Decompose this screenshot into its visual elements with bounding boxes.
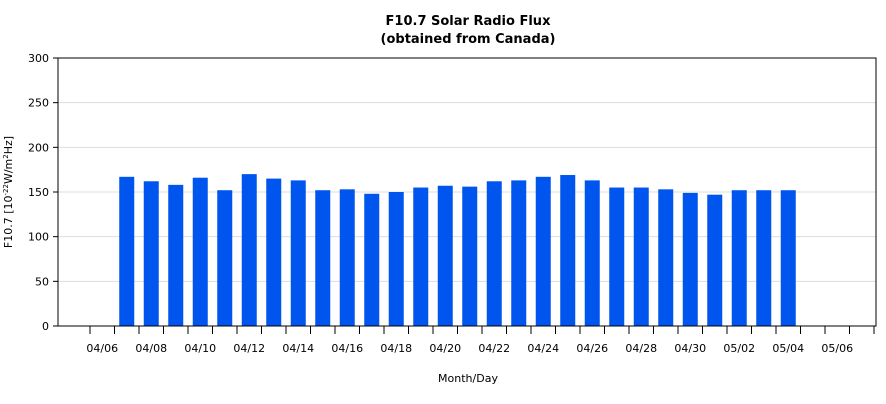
bar-04/10 (192, 177, 208, 326)
x-tick-label-04-26: 04/26 (576, 342, 608, 355)
x-tick-label-04-20: 04/20 (429, 342, 461, 355)
y-tick-label-0: 0 (42, 320, 49, 333)
bar-04/30 (682, 192, 698, 326)
x-tick-label-04-28: 04/28 (625, 342, 657, 355)
bar-04/14 (290, 180, 306, 326)
bar-04/25 (560, 175, 576, 326)
x-axis: 04/06 04/08 04/10 04/12 04/14 04/16 04/18 04/20… (86, 326, 875, 355)
bar-04/07 (119, 176, 135, 326)
bar-05/03 (756, 190, 772, 326)
x-tick-label-04-16: 04/16 (331, 342, 363, 355)
bar-05/04 (780, 190, 796, 326)
bar-04/23 (511, 180, 527, 326)
y-axis: 0 50 100 150 200 250 300 (28, 52, 58, 333)
bar-04/13 (266, 178, 282, 326)
y-axis-label-end: Hz] (2, 136, 15, 154)
y-tick-label-6: 300 (28, 52, 49, 65)
y-axis-label: F10.7 [10-22W/m2Hz] (2, 136, 15, 248)
bar-04/12 (241, 174, 257, 326)
bar-05/01 (707, 194, 723, 326)
chart-title: F10.7 Solar Radio Flux (386, 14, 552, 29)
y-tick-label-1: 50 (35, 275, 49, 288)
bar-04/16 (339, 189, 355, 326)
x-tick-label-04-10: 04/10 (184, 342, 216, 355)
x-tick-label-04-08: 04/08 (135, 342, 167, 355)
bar-04/18 (388, 192, 404, 326)
y-axis-label-exp2: 2 (2, 154, 10, 158)
y-axis-label-mid: W/m (2, 159, 15, 184)
bar-04/09 (168, 184, 184, 326)
bar-04/29 (658, 189, 674, 326)
chart-subtitle: (obtained from Canada) (381, 32, 556, 47)
bar-04/26 (584, 180, 600, 326)
bar-04/20 (437, 185, 453, 326)
x-tick-label-04-18: 04/18 (380, 342, 412, 355)
bar-04/11 (217, 190, 233, 326)
bar-04/19 (413, 187, 429, 326)
x-tick-label-04-06: 04/06 (86, 342, 118, 355)
bar-04/15 (315, 190, 331, 326)
bar-04/27 (609, 187, 625, 326)
bars (119, 174, 796, 326)
y-axis-label-main: F10.7 [10 (2, 195, 15, 248)
y-tick-label-4: 200 (28, 141, 49, 154)
x-tick-label-05-02: 05/02 (723, 342, 755, 355)
x-tick-label-04-24: 04/24 (527, 342, 559, 355)
x-tick-label-04-30: 04/30 (674, 342, 706, 355)
x-tick-label-04-12: 04/12 (233, 342, 265, 355)
bar-04/22 (486, 181, 502, 326)
x-tick-label-05-04: 05/04 (772, 342, 804, 355)
bar-04/08 (143, 181, 159, 326)
y-tick-label-2: 100 (28, 231, 49, 244)
x-axis-label: Month/Day (438, 372, 498, 385)
bar-04/28 (633, 187, 649, 326)
bar-04/24 (535, 176, 551, 326)
x-tick-label-04-22: 04/22 (478, 342, 510, 355)
y-tick-label-3: 150 (28, 186, 49, 199)
bar-04/17 (364, 193, 380, 326)
bar-05/02 (731, 190, 747, 326)
y-tick-label-5: 250 (28, 97, 49, 110)
x-tick-label-04-14: 04/14 (282, 342, 314, 355)
y-axis-label-exp1: -22 (2, 184, 10, 195)
bar-04/21 (462, 186, 478, 326)
x-tick-label-05-06: 05/06 (821, 342, 853, 355)
